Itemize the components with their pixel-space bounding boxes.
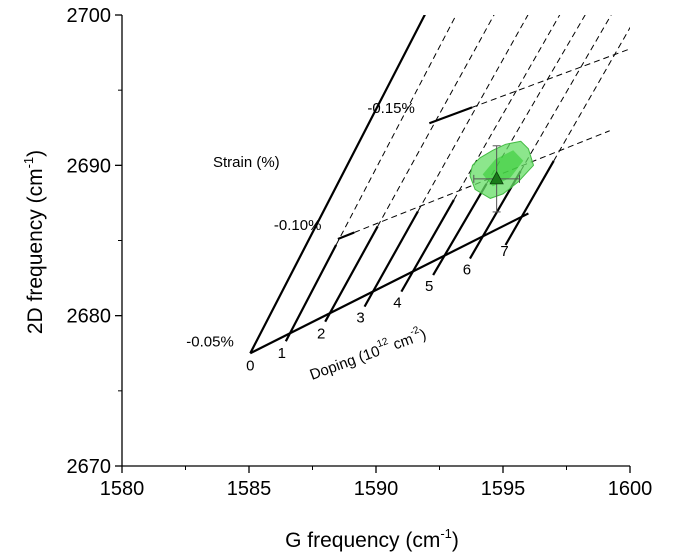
doping-line-dashed-5 <box>486 15 586 185</box>
strain-line-solid-2 <box>428 106 473 125</box>
doping-line-dashed-1 <box>335 15 457 246</box>
x-tick-label: 1585 <box>227 478 272 500</box>
doping-line-solid-1 <box>284 244 338 342</box>
doping-line-solid-5 <box>432 183 488 276</box>
data-cloud-core <box>482 150 524 187</box>
doping-line-0 <box>249 15 426 354</box>
plot-content: -0.05% -0.10% -0.15% 0 1 2 3 4 5 6 7 <box>186 15 630 374</box>
doping-line-dashed-6 <box>520 15 612 172</box>
plot-area <box>249 15 630 355</box>
x-tick-label: 1600 <box>608 478 653 500</box>
doping-line-dashed-7 <box>553 26 630 162</box>
doping-value-label: 1 <box>278 345 286 362</box>
doping-line-solid-4 <box>400 199 455 293</box>
x-tick-label: 1590 <box>354 478 399 500</box>
y-axis-title: 2D frequency (cm-1) <box>21 150 47 334</box>
strain-line-005 <box>249 212 529 355</box>
doping-value-label: 5 <box>425 278 433 295</box>
doping-line-solid-7 <box>504 160 555 246</box>
y-tick-label: 2700 <box>67 5 112 27</box>
strain-line-solid-1 <box>337 231 355 241</box>
x-tick-label: 1595 <box>481 478 526 500</box>
doping-line-solid-2 <box>324 225 379 323</box>
x-axis-title: G frequency (cm-1) <box>285 526 459 552</box>
strain-line-dashed-2 <box>471 48 630 108</box>
y-tick-label: 2670 <box>67 456 112 478</box>
measurement-marker <box>489 171 504 185</box>
doping-value-label: 3 <box>356 310 364 327</box>
strain-line-dashed-1 <box>354 130 610 233</box>
y-tick-label: 2680 <box>67 306 112 328</box>
x-tick-label: 1580 <box>100 478 145 500</box>
doping-value-label: 6 <box>463 262 471 279</box>
doping-value-label: 4 <box>393 295 401 312</box>
y-tick-label: 2690 <box>67 155 112 177</box>
doping-value-label: 2 <box>317 326 325 343</box>
strain-value-label: -0.15% <box>367 100 415 117</box>
x-axis-title-sup: -1 <box>440 526 452 541</box>
y-axis-title-sup: -1 <box>21 157 36 169</box>
doping-value-label: 0 <box>246 357 254 374</box>
doping-value-label: 7 <box>500 243 508 260</box>
strain-value-label: -0.10% <box>274 217 322 234</box>
strain-label: Strain (%) <box>213 154 280 171</box>
doping-line-dashed-2 <box>377 15 495 227</box>
doping-line-dashed-4 <box>453 15 561 201</box>
doping-line-dashed-3 <box>417 15 529 212</box>
strain-value-label: -0.05% <box>186 333 234 350</box>
